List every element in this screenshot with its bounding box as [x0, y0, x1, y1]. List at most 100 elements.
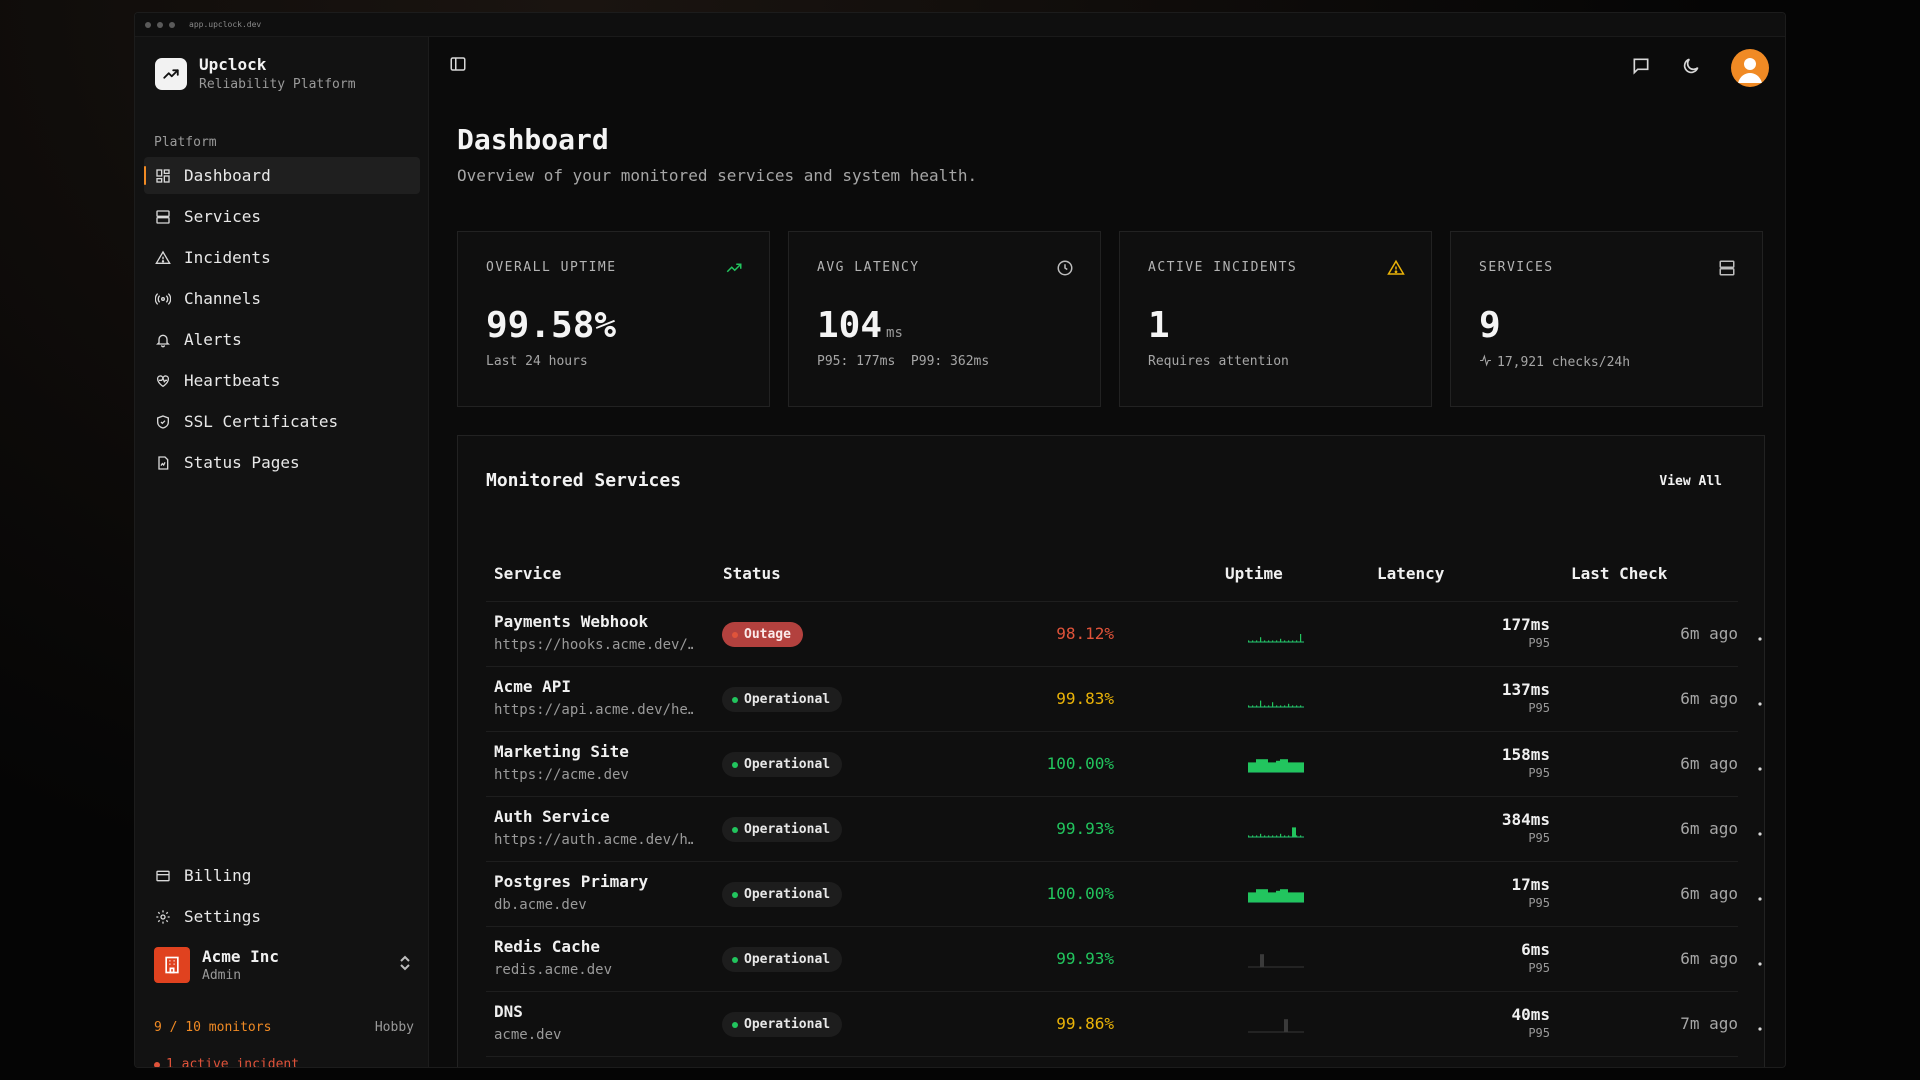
- last-check-time: 6m ago: [1680, 624, 1738, 643]
- latency-value: 384ms: [1501, 810, 1550, 829]
- sparkline-bar: [1252, 892, 1256, 902]
- sparkline-bar: [1296, 640, 1298, 642]
- service-name[interactable]: Payments Webhook: [494, 612, 649, 631]
- brand[interactable]: Upclock Reliability Platform: [155, 55, 356, 92]
- moon-icon[interactable]: [1681, 56, 1701, 80]
- sparkline-bar: [1252, 762, 1256, 772]
- service-name[interactable]: Marketing Site: [494, 742, 629, 761]
- sidebar-item-label: Channels: [184, 289, 262, 308]
- service-url: redis.acme.dev: [494, 962, 613, 978]
- latency-value: 137ms: [1501, 680, 1550, 699]
- more-options-icon[interactable]: [1758, 1016, 1764, 1035]
- sidebar-item-incidents[interactable]: Incidents: [144, 239, 420, 276]
- sidebar-item-ssl-certificates[interactable]: SSL Certificates: [144, 403, 420, 440]
- table-row[interactable]: DNS acme.dev Operational 99.86% 40ms P95…: [486, 991, 1762, 1056]
- sidebar-item-dashboard[interactable]: Dashboard: [144, 157, 420, 194]
- table-row[interactable]: Marketing Site https://acme.dev Operatio…: [486, 731, 1762, 796]
- uptime-value: 99.93%: [1056, 819, 1114, 838]
- sidebar-toggle-icon[interactable]: [449, 55, 471, 77]
- table-row[interactable]: Auth Service https://auth.acme.dev/h… Op…: [486, 796, 1762, 861]
- table-row[interactable]: Redis Cache redis.acme.dev Operational 9…: [486, 926, 1762, 991]
- service-name[interactable]: Auth Service: [494, 807, 610, 826]
- more-options-icon[interactable]: [1758, 756, 1764, 775]
- last-check-time: 6m ago: [1680, 819, 1738, 838]
- status-dot-icon: [732, 761, 738, 768]
- status-badge: Operational: [722, 687, 843, 712]
- status-badge: Operational: [722, 1012, 843, 1037]
- stat-sub: Requires attention: [1148, 354, 1289, 369]
- column-header-uptime[interactable]: Uptime: [1225, 564, 1283, 583]
- service-name[interactable]: Postgres Primary: [494, 872, 649, 891]
- service-name[interactable]: DNS: [494, 1002, 523, 1021]
- service-name[interactable]: Acme API: [494, 677, 572, 696]
- uptime-sparkline: [1248, 827, 1304, 838]
- sidebar-item-settings[interactable]: Settings: [144, 898, 420, 935]
- sidebar-item-billing[interactable]: Billing: [144, 857, 420, 894]
- sidebar-item-services[interactable]: Services: [144, 198, 420, 235]
- sparkline-bar: [1276, 760, 1280, 772]
- feedback-icon[interactable]: [1631, 56, 1651, 80]
- sparkline-bar: [1268, 762, 1272, 772]
- view-all-link[interactable]: View All: [1659, 474, 1722, 489]
- table-row[interactable]: Postgres Primary db.acme.dev Operational…: [486, 861, 1762, 926]
- window-dot[interactable]: [157, 21, 163, 28]
- latency-value: 158ms: [1501, 745, 1550, 764]
- service-url: https://api.acme.dev/he…: [494, 702, 694, 718]
- more-options-icon[interactable]: [1758, 626, 1764, 645]
- latency-cell: 17ms P95: [1511, 875, 1550, 910]
- stat-card-services: SERVICES 9 17,921 checks/24h: [1450, 231, 1763, 407]
- uptime-sparkline: [1248, 759, 1304, 773]
- table-row[interactable]: EU Edge 204ms: [486, 1056, 1738, 1068]
- sparkline-bar: [1264, 835, 1266, 837]
- sidebar-item-heartbeats[interactable]: Heartbeats: [144, 362, 420, 399]
- table-row[interactable]: Payments Webhook https://hooks.acme.dev/…: [486, 601, 1762, 666]
- sidebar-item-alerts[interactable]: Alerts: [144, 321, 420, 358]
- column-header-last-check[interactable]: Last Check: [1571, 564, 1668, 583]
- sidebar-item-label: Status Pages: [184, 453, 300, 472]
- sidebar-item-channels[interactable]: Channels: [144, 280, 420, 317]
- status-badge: Operational: [722, 947, 843, 972]
- latency-cell: 40ms P95: [1511, 1005, 1550, 1040]
- latency-cell: 6ms P95: [1521, 940, 1550, 975]
- more-options-icon[interactable]: [1758, 691, 1764, 710]
- last-check-time: 6m ago: [1680, 884, 1738, 903]
- chevron-up-down-icon[interactable]: [398, 954, 412, 976]
- table-row[interactable]: Acme API https://api.acme.dev/he… Operat…: [486, 666, 1762, 731]
- more-options-icon[interactable]: [1758, 951, 1764, 970]
- latency-cell: 137ms P95: [1502, 680, 1550, 715]
- status-badge: Outage: [722, 622, 803, 647]
- stat-label: AVG LATENCY: [817, 260, 920, 275]
- service-url: https://auth.acme.dev/h…: [494, 832, 694, 848]
- last-check-time: 6m ago: [1680, 689, 1738, 708]
- sparkline-bar: [1260, 759, 1264, 772]
- sidebar-item-status-pages[interactable]: Status Pages: [144, 444, 420, 481]
- user-avatar[interactable]: [1731, 49, 1769, 87]
- uptime-sparkline: [1248, 634, 1304, 643]
- sparkline-bar: [1296, 892, 1300, 902]
- monitor-usage: 9 / 10 monitors: [154, 1020, 272, 1035]
- sparkline-bar: [1292, 705, 1294, 707]
- uptime-sparkline: [1248, 700, 1304, 708]
- window-dot[interactable]: [169, 21, 175, 28]
- service-name[interactable]: Redis Cache: [494, 937, 600, 956]
- window-dot[interactable]: [145, 21, 151, 28]
- address-bar[interactable]: app.upclock.dev: [189, 20, 262, 29]
- org-switcher[interactable]: Acme Inc Admin: [154, 947, 412, 983]
- service-name[interactable]: EU Edge: [494, 1067, 561, 1068]
- top-actions: [1631, 49, 1769, 87]
- latency-percentile: P95: [1528, 961, 1550, 975]
- column-header-service[interactable]: Service: [494, 564, 562, 583]
- sparkline-bar: [1252, 705, 1254, 707]
- column-header-latency[interactable]: Latency: [1377, 564, 1445, 583]
- more-options-icon[interactable]: [1758, 821, 1764, 840]
- stat-value: 1: [1148, 305, 1170, 346]
- more-options-icon[interactable]: [1758, 886, 1764, 905]
- building-icon: [154, 947, 190, 983]
- stat-unit: ms: [886, 325, 903, 341]
- sidebar: Upclock Reliability Platform Platform Da…: [135, 37, 429, 1067]
- active-incident-notice[interactable]: 1 active incident: [154, 1057, 299, 1067]
- sparkline-bar: [1296, 835, 1298, 837]
- column-header-status[interactable]: Status: [723, 564, 781, 583]
- sparkline-bar: [1296, 705, 1298, 707]
- sparkline-bar: [1280, 833, 1282, 837]
